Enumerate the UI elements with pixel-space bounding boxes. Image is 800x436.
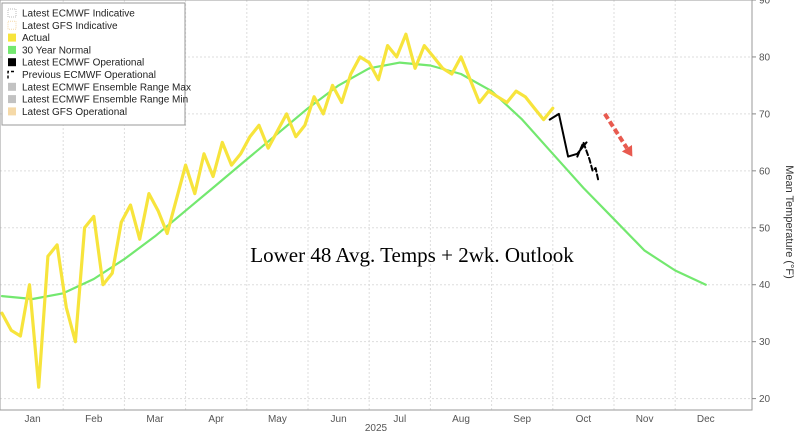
x-tick-label: Jun — [331, 414, 347, 425]
y-tick-label: 80 — [759, 52, 771, 63]
grid-lines — [0, 0, 752, 410]
y-tick-label: 90 — [759, 0, 771, 7]
legend-swatch — [8, 58, 16, 67]
year-label: 2025 — [365, 423, 388, 434]
legend-box — [1, 2, 186, 126]
x-tick-label: Jul — [393, 414, 406, 425]
x-tick-labels: Jan Feb Mar Apr May Jun Jul Aug Sep Oct Nov Dec — [25, 414, 715, 425]
x-tick-label: Sep — [513, 414, 531, 425]
y-tick-label: 20 — [759, 394, 771, 405]
plot-frame — [0, 0, 753, 411]
legend-swatch — [8, 45, 16, 54]
legend-swatch — [8, 82, 16, 91]
x-tick-label: Dec — [697, 414, 715, 425]
legend-label: Latest ECMWF Indicative — [22, 9, 135, 20]
legend-label: Latest ECMWF Operational — [22, 58, 144, 69]
legend-label: Latest ECMWF Ensemble Range Min — [22, 95, 188, 106]
legend-label: Previous ECMWF Operational — [22, 70, 156, 81]
legend-swatch — [8, 95, 16, 104]
annotation-arrow-layer — [603, 112, 633, 157]
x-tick-label: Oct — [576, 414, 592, 425]
x-tick-label: Feb — [85, 414, 103, 425]
legend-label: Latest GFS Indicative — [22, 21, 118, 32]
x-tick-label: May — [268, 414, 287, 425]
series-layer — [0, 32, 707, 389]
y-tick-label: 40 — [759, 280, 771, 291]
legend-swatch — [8, 107, 16, 116]
legend-swatch — [8, 33, 16, 42]
legend-label: Latest ECMWF Ensemble Range Max — [22, 82, 191, 93]
annotation-arrow-head — [621, 144, 633, 157]
x-tick-label: Mar — [146, 414, 164, 425]
x-tick-label: Jan — [25, 414, 41, 425]
legend-swatch — [7, 8, 17, 18]
legend-label: Latest GFS Operational — [22, 107, 127, 118]
annotation-arrow-shaft — [603, 112, 629, 150]
y-tick-label: 30 — [759, 337, 771, 348]
y-tick-label: 70 — [759, 109, 771, 120]
previous-ecmwf-operational-line — [576, 141, 600, 184]
30-year-normal-line — [0, 61, 707, 301]
actual-line — [0, 32, 555, 389]
legend-swatch — [7, 70, 16, 79]
legend-label: 30 Year Normal — [22, 45, 91, 56]
y-tick-label: 60 — [759, 166, 771, 177]
x-tick-label: Apr — [208, 414, 224, 425]
x-tick-label: Nov — [636, 414, 654, 425]
y-tick-labels: 20 30 40 50 60 70 80 90 — [752, 0, 771, 405]
chart-title: Lower 48 Avg. Temps + 2wk. Outlook — [250, 243, 574, 267]
y-tick-label: 50 — [759, 223, 771, 234]
legend-label: Actual — [22, 33, 50, 44]
x-tick-label: Aug — [452, 414, 470, 425]
latest-ecmwf-operational-line — [548, 112, 588, 158]
legend-swatch — [7, 20, 17, 30]
y-axis-title: Mean Temperature (°F) — [783, 165, 795, 279]
